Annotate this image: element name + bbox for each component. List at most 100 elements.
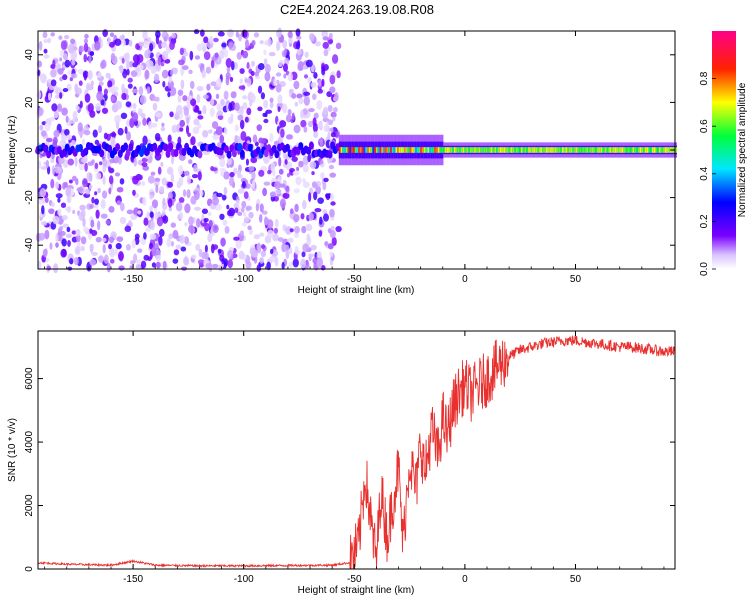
heatmap-cell bbox=[60, 40, 68, 51]
heatmap-cell bbox=[330, 127, 334, 134]
heatmap-cell bbox=[195, 218, 201, 228]
heatmap-cell bbox=[308, 253, 315, 258]
heatmap-cell bbox=[36, 90, 41, 100]
heatmap-cell bbox=[460, 147, 463, 153]
heatmap-cell bbox=[258, 169, 265, 177]
heatmap-cell bbox=[262, 154, 270, 165]
heatmap-cell bbox=[227, 259, 233, 269]
heatmap-cell bbox=[201, 69, 206, 79]
x-tick-label: -50 bbox=[347, 274, 362, 285]
heatmap-cell bbox=[607, 147, 610, 153]
heatmap-cell bbox=[274, 150, 280, 159]
heatmap-cell bbox=[582, 147, 585, 153]
heatmap-cell bbox=[102, 175, 106, 186]
heatmap-cell bbox=[512, 147, 515, 153]
heatmap-cell bbox=[95, 172, 102, 180]
heatmap-cell bbox=[114, 172, 121, 177]
heatmap-cell bbox=[260, 92, 266, 100]
heatmap-cell bbox=[602, 147, 605, 153]
heatmap-cell bbox=[151, 262, 157, 268]
heatmap-cell bbox=[549, 147, 552, 153]
heatmap-cell bbox=[53, 263, 59, 274]
heatmap-cell bbox=[85, 188, 91, 195]
heatmap-cell bbox=[321, 30, 329, 38]
heatmap-cell bbox=[448, 147, 451, 153]
heatmap-cell bbox=[404, 147, 407, 153]
heatmap-cell bbox=[292, 258, 299, 268]
heatmap-cell bbox=[293, 188, 300, 194]
heatmap-cell bbox=[241, 222, 248, 227]
heatmap-cell bbox=[89, 258, 97, 266]
heatmap-cell bbox=[97, 187, 101, 194]
heatmap-cell bbox=[180, 246, 187, 252]
heatmap-cell bbox=[660, 147, 663, 153]
heatmap-cell bbox=[613, 147, 616, 153]
heatmap-cell bbox=[269, 255, 277, 263]
heatmap-cell bbox=[162, 80, 166, 88]
heatmap-cell bbox=[531, 147, 534, 153]
snr-series bbox=[37, 335, 676, 570]
heatmap-cell bbox=[119, 64, 124, 74]
heatmap-cell bbox=[131, 112, 139, 122]
heatmap-cell bbox=[312, 93, 317, 101]
heatmap-cell bbox=[269, 132, 274, 142]
heatmap-cell bbox=[95, 209, 100, 219]
heatmap-cell bbox=[293, 80, 300, 90]
heatmap-cell bbox=[300, 109, 304, 120]
heatmap-cell bbox=[331, 236, 337, 246]
heatmap-cell bbox=[191, 173, 199, 179]
heatmap-cell bbox=[126, 131, 131, 141]
heatmap-cell bbox=[259, 203, 264, 213]
heatmap-cell bbox=[595, 147, 598, 153]
heatmap-cell bbox=[59, 230, 66, 237]
heatmap-cell bbox=[286, 172, 291, 178]
heatmap-cell bbox=[107, 86, 114, 93]
heatmap-cell bbox=[41, 221, 48, 226]
heatmap-cell bbox=[172, 258, 179, 264]
heatmap-cell bbox=[247, 143, 253, 152]
heatmap-cell bbox=[59, 92, 63, 100]
heatmap-cell bbox=[83, 129, 91, 136]
heatmap-cell bbox=[170, 172, 175, 183]
heatmap-cell bbox=[621, 147, 624, 153]
heatmap-cell bbox=[384, 147, 387, 153]
heatmap-cell bbox=[141, 180, 146, 186]
heatmap-cell bbox=[66, 226, 71, 233]
heatmap-cell bbox=[298, 160, 304, 168]
heatmap-cell bbox=[128, 219, 132, 227]
heatmap-cell bbox=[80, 157, 88, 163]
heatmap-cell bbox=[309, 161, 317, 169]
heatmap-cell bbox=[102, 244, 106, 254]
heatmap-cell bbox=[329, 251, 334, 258]
heatmap-cell bbox=[208, 129, 213, 134]
heatmap-cell bbox=[306, 146, 312, 155]
heatmap-cell bbox=[184, 203, 191, 214]
y-tick-label: 20 bbox=[24, 96, 35, 108]
heatmap-cell bbox=[675, 147, 677, 153]
heatmap-cell bbox=[89, 228, 93, 234]
heatmap-cell bbox=[650, 147, 653, 153]
heatmap-cell bbox=[498, 147, 501, 153]
heatmap-cell bbox=[521, 147, 524, 153]
heatmap-cell bbox=[83, 71, 87, 81]
heatmap-cell bbox=[280, 128, 285, 138]
heatmap-cell bbox=[400, 147, 403, 153]
heatmap-cell bbox=[279, 120, 287, 128]
heatmap-cell bbox=[142, 196, 147, 206]
heatmap-cell bbox=[84, 93, 91, 103]
heatmap-cell bbox=[210, 59, 215, 69]
heatmap-cell bbox=[600, 147, 603, 153]
heatmap-cell bbox=[314, 41, 321, 47]
heatmap-cell bbox=[108, 175, 114, 185]
heatmap-cell bbox=[257, 106, 263, 112]
heatmap-cell bbox=[327, 150, 333, 159]
heatmap-cell bbox=[664, 147, 667, 153]
heatmap-cell bbox=[203, 217, 209, 223]
heatmap-cell bbox=[535, 147, 538, 153]
heatmap-cell bbox=[220, 171, 225, 177]
heatmap-cell bbox=[100, 61, 105, 70]
heatmap-cell bbox=[334, 92, 339, 102]
heatmap-cell bbox=[71, 118, 76, 125]
heatmap-cell bbox=[322, 213, 330, 222]
heatmap-cell bbox=[165, 149, 171, 158]
